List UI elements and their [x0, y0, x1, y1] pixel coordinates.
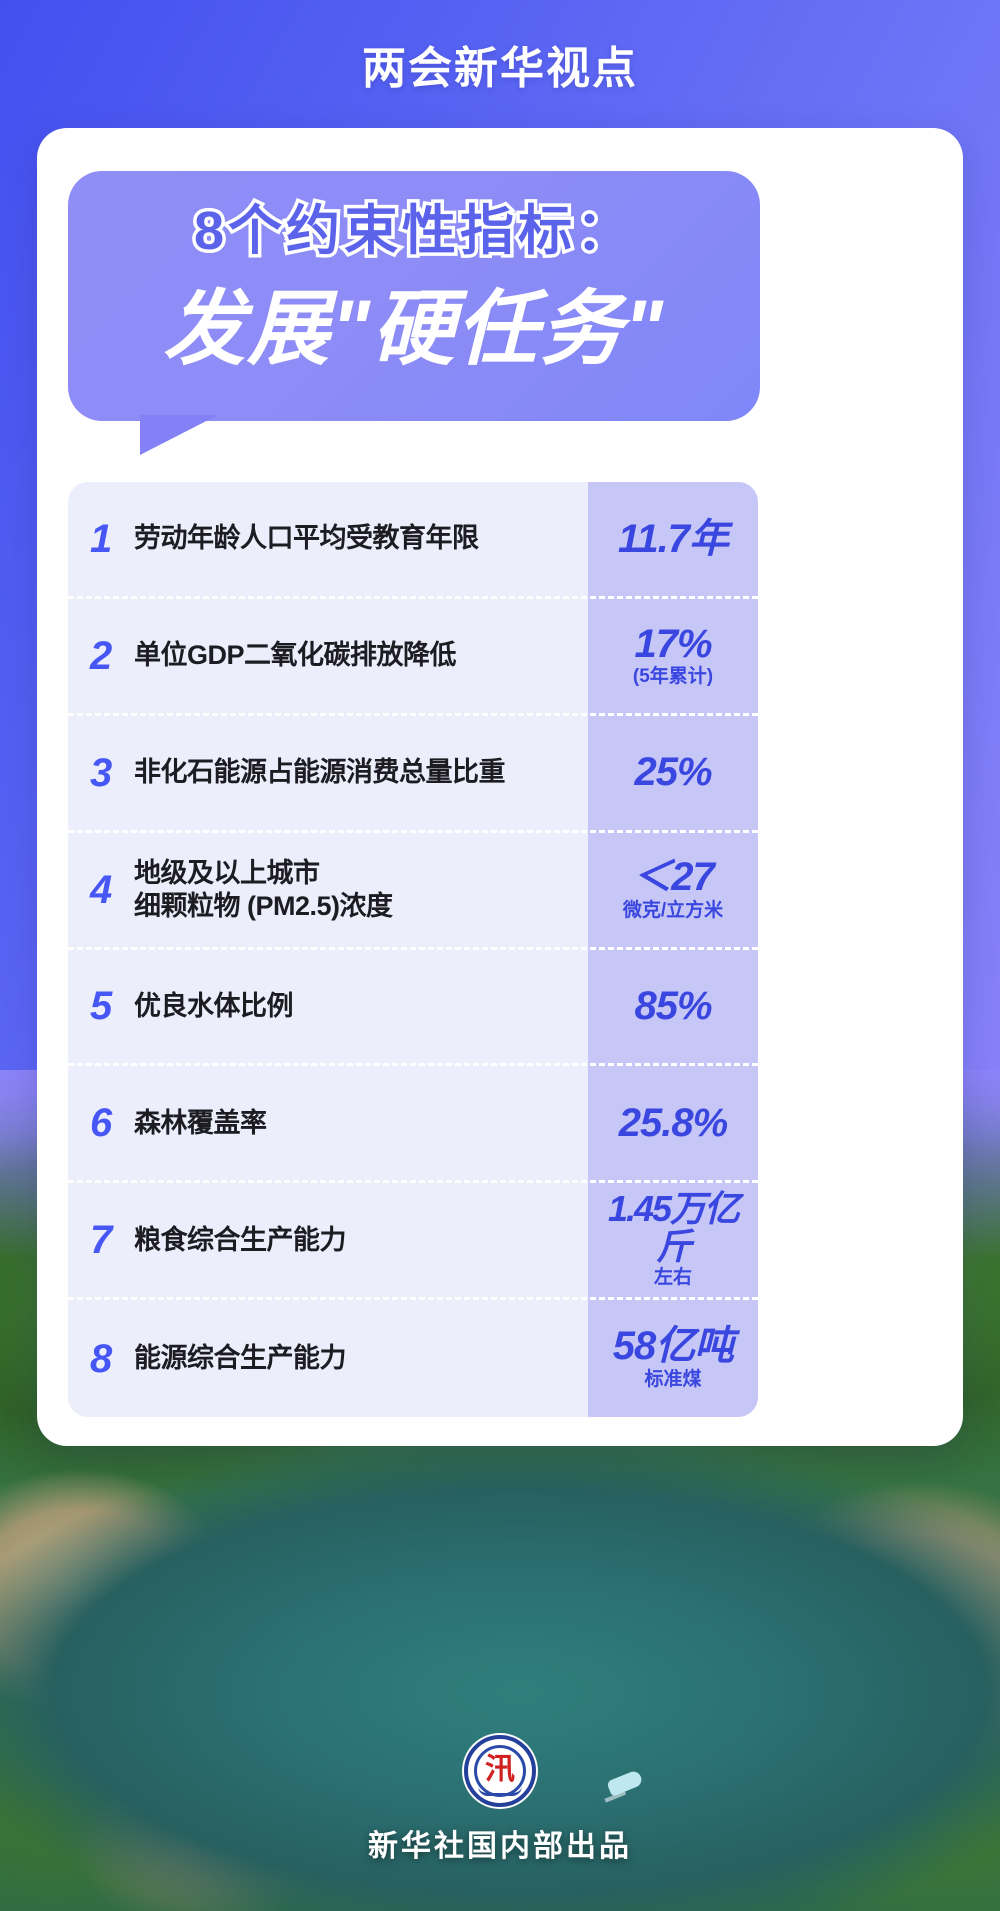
row-number: 5	[90, 984, 113, 1029]
row-text: 劳动年龄人口平均受教育年限	[134, 522, 479, 555]
row-value: 58亿吨 标准煤	[588, 1325, 758, 1391]
row-number: 8	[90, 1336, 113, 1381]
row-text: 优良水体比例	[134, 990, 294, 1023]
row-label: 4 地级及以上城市 细颗粒物 (PM2.5)浓度	[68, 857, 588, 923]
row-number: 2	[90, 633, 113, 678]
logo-glyph: 汛	[485, 1752, 515, 1786]
table-row: 6 森林覆盖率 25.8%	[68, 1066, 758, 1184]
title-bubble	[68, 171, 760, 421]
row-text: 能源综合生产能力	[134, 1342, 347, 1375]
row-text-line-1: 森林覆盖率	[134, 1107, 267, 1138]
row-value-main: 58亿吨	[612, 1324, 735, 1369]
row-label: 8 能源综合生产能力	[68, 1339, 588, 1379]
row-text: 单位GDP二氧化碳排放降低	[134, 639, 457, 672]
logo-arc	[478, 1786, 522, 1796]
row-text-line-2: 细颗粒物 (PM2.5)浓度	[134, 890, 393, 921]
value-column-background	[588, 482, 758, 1417]
row-value-main: 25.8%	[618, 1101, 728, 1146]
row-value-main: 85%	[634, 984, 712, 1029]
table-row: 3 非化石能源占能源消费总量比重 25%	[68, 716, 758, 833]
table-row: 8 能源综合生产能力 58亿吨 标准煤	[68, 1300, 758, 1417]
row-text-line-1: 粮食综合生产能力	[134, 1224, 347, 1255]
row-value: 25.8%	[588, 1101, 758, 1146]
row-text-line-1: 劳动年龄人口平均受教育年限	[134, 523, 479, 554]
row-text: 粮食综合生产能力	[134, 1224, 347, 1257]
row-text: 地级及以上城市 细颗粒物 (PM2.5)浓度	[134, 857, 393, 923]
row-value: 25%	[588, 750, 758, 795]
row-value-sub: (5年累计)	[632, 666, 714, 688]
row-number: 4	[90, 867, 113, 912]
table-row: 1 劳动年龄人口平均受教育年限 11.7年	[68, 482, 758, 599]
row-label: 6 森林覆盖率	[68, 1103, 588, 1143]
row-text-line-1: 非化石能源占能源消费总量比重	[134, 757, 506, 788]
table-row: 5 优良水体比例 85%	[68, 950, 758, 1067]
row-value: ＜27 微克/立方米	[588, 856, 758, 922]
table-row: 2 单位GDP二氧化碳排放降低 17% (5年累计)	[68, 599, 758, 716]
row-number: 3	[90, 750, 113, 795]
row-text-line-1: 能源综合生产能力	[134, 1343, 347, 1374]
row-text-line-1: 优良水体比例	[134, 990, 294, 1021]
row-value: 17% (5年累计)	[588, 621, 758, 689]
row-number: 6	[90, 1101, 113, 1146]
row-value-main: 25%	[634, 750, 712, 795]
title-line-2: 发展"硬任务"	[163, 284, 665, 375]
row-number: 1	[90, 516, 113, 561]
row-label: 7 粮食综合生产能力	[68, 1220, 588, 1260]
row-text: 森林覆盖率	[134, 1107, 267, 1140]
row-value-main: 11.7年	[618, 516, 729, 561]
title-line-1: 8个约束性指标：	[190, 198, 635, 265]
footer: 汛 新华社国内部出品	[0, 1735, 1000, 1865]
row-value: 11.7年	[588, 516, 758, 561]
row-value: 85%	[588, 984, 758, 1029]
row-label: 3 非化石能源占能源消费总量比重	[68, 753, 588, 793]
table-row: 4 地级及以上城市 细颗粒物 (PM2.5)浓度 ＜27 微克/立方米	[68, 833, 758, 950]
row-value-main: ＜27	[632, 855, 715, 900]
row-value-main: 17%	[634, 621, 712, 666]
row-label: 5 优良水体比例	[68, 986, 588, 1026]
indicator-table: 1 劳动年龄人口平均受教育年限 11.7年 2 单位GDP二氧化碳排放降低 17% (5年累…	[68, 482, 758, 1417]
row-label: 2 单位GDP二氧化碳排放降低	[68, 636, 588, 676]
row-value-main: 1.45万亿斤	[607, 1188, 740, 1268]
table-row: 7 粮食综合生产能力 1.45万亿斤 左右	[68, 1183, 758, 1301]
row-value-sub: 微克/立方米	[622, 899, 724, 921]
row-value: 1.45万亿斤 左右	[588, 1188, 758, 1290]
title-bubble-tail-icon	[140, 415, 218, 455]
row-text-line-1: 地级及以上城市	[134, 857, 320, 888]
row-label: 1 劳动年龄人口平均受教育年限	[68, 519, 588, 559]
row-text-line-1: 单位GDP二氧化碳排放降低	[134, 640, 457, 671]
page-title: 两会新华视点	[362, 44, 638, 93]
row-number: 7	[90, 1218, 113, 1263]
row-value-sub: 标准煤	[644, 1368, 702, 1390]
footer-credit: 新华社国内部出品	[368, 1830, 632, 1863]
row-text: 非化石能源占能源消费总量比重	[134, 756, 506, 789]
row-value-sub: 左右	[653, 1267, 692, 1289]
xinhua-logo-icon: 汛	[464, 1735, 536, 1807]
